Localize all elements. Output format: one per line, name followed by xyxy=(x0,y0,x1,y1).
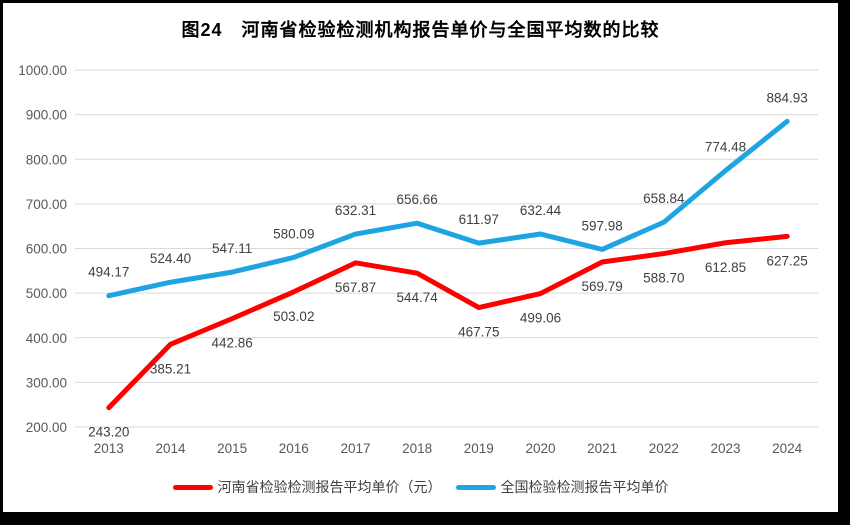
data-label-series-1: 494.17 xyxy=(88,265,129,280)
data-label-series-1: 524.40 xyxy=(150,251,191,266)
series-line-0 xyxy=(106,233,790,411)
data-label-series-0: 569.79 xyxy=(582,279,623,294)
y-tick-label: 700.00 xyxy=(26,197,67,212)
y-tick-label: 600.00 xyxy=(26,242,67,257)
data-label-series-1: 632.31 xyxy=(335,203,376,218)
data-label-series-1: 632.44 xyxy=(520,203,562,218)
data-label-series-0: 612.85 xyxy=(705,260,746,275)
legend-swatch-henan-line-icon xyxy=(172,484,213,490)
chart-title: 图24 河南省检验检测机构报告单价与全国平均数的比较 xyxy=(181,20,660,40)
y-tick-label: 400.00 xyxy=(26,331,67,346)
x-tick-label: 2016 xyxy=(279,441,309,456)
x-tick-label: 2019 xyxy=(464,441,494,456)
data-label-series-0: 467.75 xyxy=(458,325,499,340)
data-label-series-1: 580.09 xyxy=(273,226,314,241)
legend-item-henan: 河南省检验检测报告平均单价（元） xyxy=(172,477,442,497)
data-label-series-0: 588.70 xyxy=(643,271,684,286)
legend-swatch-national-line-icon xyxy=(455,484,496,490)
data-label-series-0: 567.87 xyxy=(335,280,376,295)
x-tick-label: 2013 xyxy=(94,441,124,456)
x-tick-label: 2015 xyxy=(217,441,247,456)
series-line-1 xyxy=(106,118,790,299)
data-label-series-1: 656.66 xyxy=(397,192,438,207)
data-label-series-0: 544.74 xyxy=(397,290,439,305)
chart-card: 图24 河南省检验检测机构报告单价与全国平均数的比较 200.00 300.00 4… xyxy=(3,3,838,512)
data-label-series-0: 499.06 xyxy=(520,311,561,326)
y-tick-label: 900.00 xyxy=(26,108,67,123)
data-label-series-0: 385.21 xyxy=(150,361,191,376)
x-tick-label: 2023 xyxy=(710,441,740,456)
data-label-series-1: 884.93 xyxy=(767,90,808,105)
x-tick-label: 2018 xyxy=(402,441,432,456)
x-tick-label: 2017 xyxy=(340,441,370,456)
y-tick-label: 500.00 xyxy=(26,286,67,301)
data-label-series-0: 503.02 xyxy=(273,309,314,324)
y-tick-label: 800.00 xyxy=(26,152,67,167)
data-label-series-0: 627.25 xyxy=(767,253,808,268)
x-tick-label: 2024 xyxy=(772,441,803,456)
data-label-series-0: 243.20 xyxy=(88,425,129,440)
x-tick-label: 2020 xyxy=(525,441,555,456)
x-tick-label: 2022 xyxy=(649,441,679,456)
line-chart-plot-area: 200.00 300.00 400.00 500.00 600.00 700.00 800.… xyxy=(18,63,818,456)
data-label-series-1: 547.11 xyxy=(212,241,252,256)
y-tick-label: 200.00 xyxy=(26,420,67,435)
data-label-series-1: 658.84 xyxy=(643,191,685,206)
legend-label-henan: 河南省检验检测报告平均单价（元） xyxy=(217,479,442,495)
data-label-series-1: 611.97 xyxy=(459,212,499,227)
data-label-series-1: 597.98 xyxy=(582,218,623,233)
legend-label-national: 全国检验检测报告平均单价 xyxy=(500,479,669,495)
chart-legend: 河南省检验检测报告平均单价（元） 全国检验检测报告平均单价 xyxy=(3,477,838,497)
data-label-series-1: 774.48 xyxy=(705,140,746,155)
y-tick-label: 1000.00 xyxy=(18,63,67,78)
y-tick-label: 300.00 xyxy=(26,375,67,390)
x-tick-label: 2021 xyxy=(587,441,617,456)
x-tick-label: 2014 xyxy=(155,441,186,456)
data-label-series-0: 442.86 xyxy=(211,336,252,351)
legend-item-national: 全国检验检测报告平均单价 xyxy=(455,477,669,497)
